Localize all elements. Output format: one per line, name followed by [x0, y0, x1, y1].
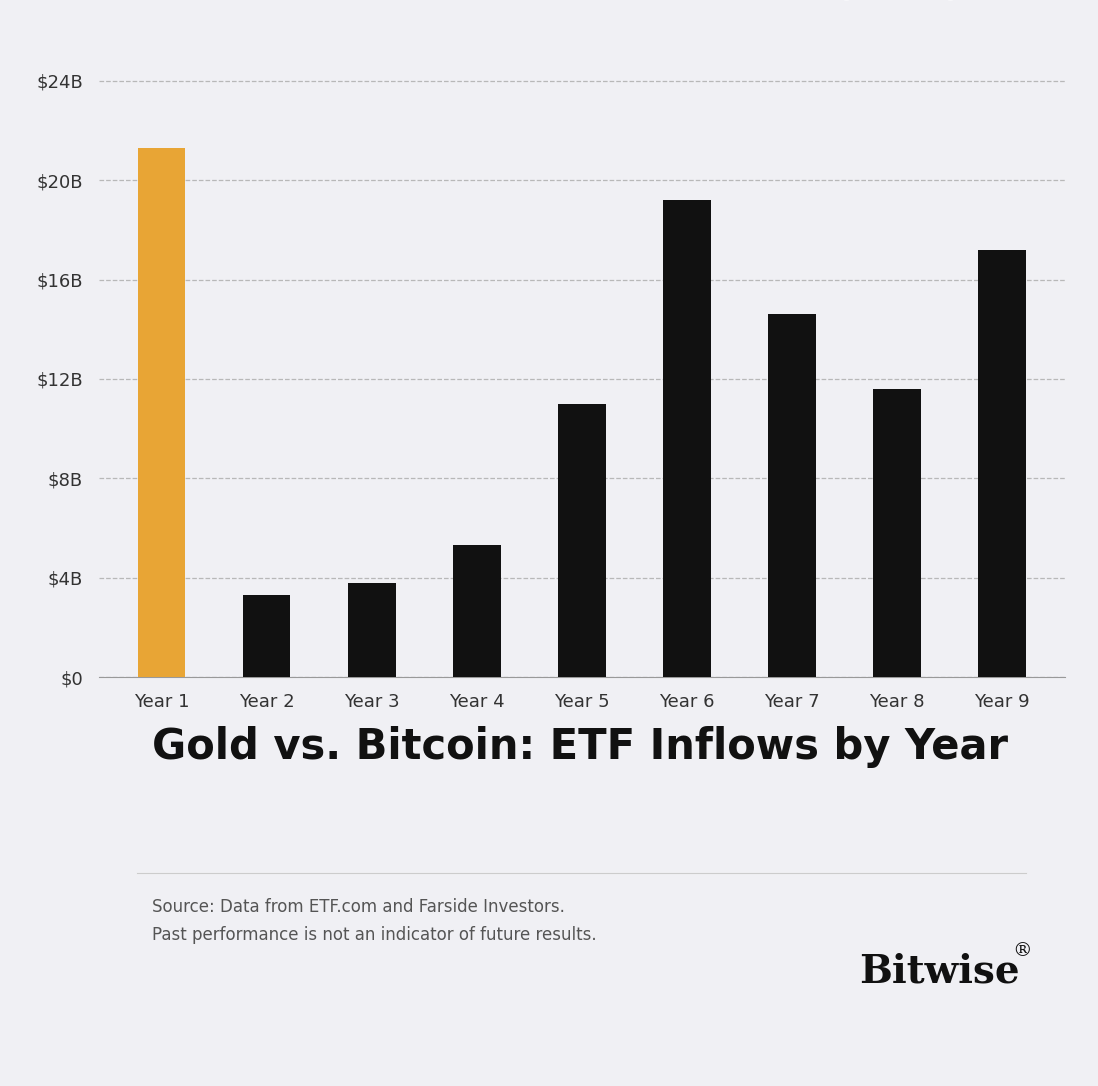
Bar: [873, 389, 920, 678]
Legend: Gold, Bitcoin: Gold, Bitcoin: [820, 0, 1046, 9]
Text: Bitwise: Bitwise: [859, 952, 1020, 990]
Bar: [138, 640, 186, 678]
Text: Gold vs. Bitcoin: ETF Inflows by Year: Gold vs. Bitcoin: ETF Inflows by Year: [152, 727, 1008, 768]
Bar: [769, 314, 816, 678]
Text: ®: ®: [1012, 942, 1031, 960]
Bar: [244, 595, 291, 678]
Text: Source: Data from ETF.com and Farside Investors.
Past performance is not an indi: Source: Data from ETF.com and Farside In…: [152, 898, 596, 944]
Bar: [138, 148, 186, 678]
Bar: [453, 545, 501, 678]
Bar: [558, 404, 606, 678]
Bar: [978, 250, 1026, 678]
Bar: [348, 583, 395, 678]
Bar: [663, 200, 710, 678]
